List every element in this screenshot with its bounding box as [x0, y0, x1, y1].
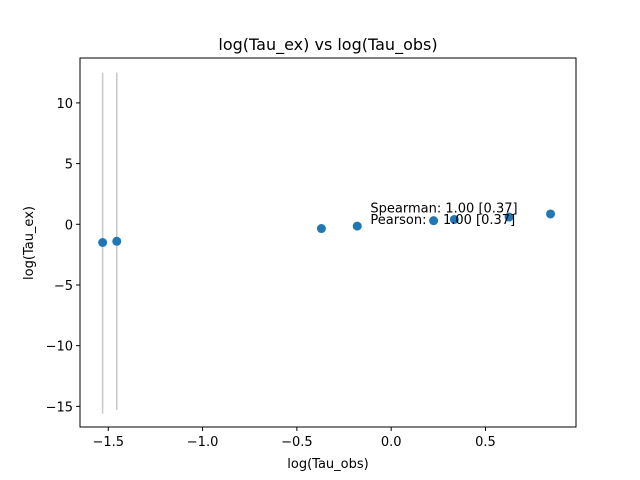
x-tick-label: −1.0 — [187, 435, 219, 450]
chart-title: log(Tau_ex) vs log(Tau_obs) — [218, 35, 437, 55]
x-tick-label: −1.5 — [92, 435, 124, 450]
data-point — [112, 236, 122, 246]
correlation-annotation: Pearson: 1.00 [0.37] — [370, 213, 515, 228]
plot-frame — [79, 57, 577, 428]
y-tick-label: 0 — [65, 218, 73, 233]
data-point — [546, 209, 556, 219]
data-point — [429, 216, 439, 226]
x-axis-label: log(Tau_obs) — [287, 457, 368, 472]
x-tick-label: 0.0 — [381, 435, 402, 450]
y-axis-ticks: −15 −10 −5 0 5 10 — [46, 97, 80, 415]
data-point — [98, 238, 108, 247]
data-point — [504, 212, 514, 222]
correlation-annotation: Spearman: 1.00 [0.37] — [370, 201, 517, 216]
y-tick-label: −10 — [46, 340, 73, 355]
x-tick-label: −0.5 — [281, 435, 313, 450]
y-axis-label: log(Tau_ex) — [22, 206, 37, 280]
data-point — [316, 224, 326, 234]
data-point — [449, 214, 459, 224]
y-tick-label: 10 — [56, 97, 73, 112]
y-tick-label: −15 — [46, 400, 73, 415]
data-points — [98, 209, 556, 247]
data-point — [352, 221, 362, 231]
annotations: Spearman: 1.00 [0.37]Pearson: 1.00 [0.37… — [370, 201, 517, 228]
x-tick-label: 0.5 — [475, 435, 496, 450]
y-tick-label: 5 — [65, 158, 73, 173]
y-tick-label: −5 — [54, 279, 73, 294]
x-axis-ticks: −1.5 −1.0 −0.5 0.0 0.5 — [92, 427, 496, 450]
